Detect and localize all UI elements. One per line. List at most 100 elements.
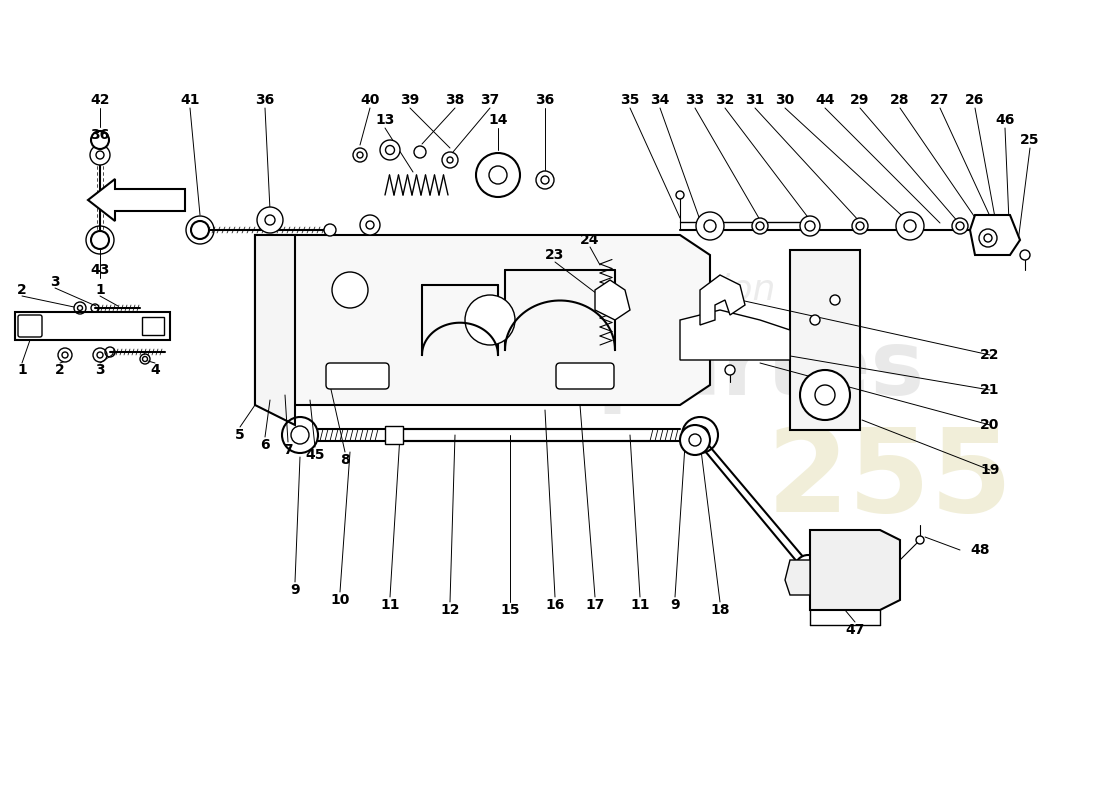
Text: 45: 45	[306, 448, 324, 462]
Text: 44: 44	[815, 93, 835, 107]
Circle shape	[800, 216, 820, 236]
Circle shape	[822, 567, 848, 593]
Text: 46: 46	[996, 113, 1014, 127]
Circle shape	[756, 222, 764, 230]
Circle shape	[541, 176, 549, 184]
Circle shape	[725, 365, 735, 375]
Circle shape	[476, 153, 520, 197]
Circle shape	[815, 385, 835, 405]
Polygon shape	[790, 250, 860, 430]
Circle shape	[795, 560, 805, 570]
Circle shape	[91, 131, 109, 149]
Text: 42: 42	[90, 93, 110, 107]
Text: 2: 2	[18, 283, 26, 297]
Text: 34: 34	[650, 93, 670, 107]
Text: 9: 9	[670, 598, 680, 612]
Text: 32: 32	[715, 93, 735, 107]
Text: 33: 33	[685, 93, 705, 107]
Text: 22: 22	[980, 348, 1000, 362]
Text: 1: 1	[18, 363, 26, 377]
Text: 28: 28	[890, 93, 910, 107]
Text: 36: 36	[536, 93, 554, 107]
Text: 12: 12	[440, 603, 460, 617]
Text: 29: 29	[850, 93, 870, 107]
Text: 31: 31	[746, 93, 764, 107]
Text: 1: 1	[95, 283, 104, 297]
Text: 11: 11	[630, 598, 650, 612]
Circle shape	[696, 212, 724, 240]
Text: 37: 37	[481, 93, 499, 107]
Text: 5: 5	[235, 428, 245, 442]
Polygon shape	[595, 280, 630, 320]
Circle shape	[896, 212, 924, 240]
FancyBboxPatch shape	[556, 363, 614, 389]
Polygon shape	[785, 560, 810, 595]
Text: 39: 39	[400, 93, 419, 107]
Text: 16: 16	[546, 598, 564, 612]
Text: 47: 47	[845, 623, 865, 637]
Circle shape	[984, 234, 992, 242]
Text: 10: 10	[330, 593, 350, 607]
Circle shape	[676, 191, 684, 199]
Circle shape	[353, 148, 367, 162]
Polygon shape	[255, 235, 710, 405]
Text: 8: 8	[340, 453, 350, 467]
Polygon shape	[810, 530, 900, 610]
Text: 24: 24	[581, 233, 600, 247]
Text: 9: 9	[290, 583, 300, 597]
Circle shape	[680, 425, 710, 455]
Text: 17: 17	[585, 598, 605, 612]
Polygon shape	[88, 179, 185, 221]
Text: 27: 27	[931, 93, 949, 107]
Circle shape	[793, 578, 807, 592]
Text: 43: 43	[90, 263, 110, 277]
Circle shape	[62, 352, 68, 358]
Circle shape	[324, 224, 336, 236]
Circle shape	[358, 152, 363, 158]
Circle shape	[856, 222, 864, 230]
Polygon shape	[700, 275, 745, 325]
Circle shape	[952, 218, 968, 234]
Text: 30: 30	[776, 93, 794, 107]
Circle shape	[830, 295, 840, 305]
Circle shape	[852, 218, 868, 234]
Text: 14: 14	[488, 113, 508, 127]
Text: 35: 35	[620, 93, 640, 107]
Text: 11: 11	[381, 598, 399, 612]
Text: 7: 7	[283, 443, 293, 457]
Text: partes: partes	[596, 326, 924, 414]
Text: 21: 21	[980, 383, 1000, 397]
Circle shape	[442, 152, 458, 168]
Circle shape	[490, 166, 507, 184]
Text: 26: 26	[966, 93, 984, 107]
Circle shape	[77, 306, 82, 310]
Circle shape	[916, 536, 924, 544]
Text: 4: 4	[150, 363, 160, 377]
Circle shape	[856, 546, 870, 560]
Circle shape	[704, 220, 716, 232]
Circle shape	[854, 571, 872, 589]
Text: 3: 3	[96, 363, 104, 377]
Circle shape	[536, 171, 554, 189]
Text: 18: 18	[711, 603, 729, 617]
Text: 48: 48	[970, 543, 990, 557]
Text: 40: 40	[361, 93, 379, 107]
Text: 25: 25	[1021, 133, 1040, 147]
Text: 41: 41	[180, 93, 200, 107]
Circle shape	[826, 544, 844, 562]
Circle shape	[96, 151, 104, 159]
Circle shape	[689, 434, 701, 446]
Text: 36: 36	[255, 93, 275, 107]
Circle shape	[979, 229, 997, 247]
Circle shape	[414, 146, 426, 158]
Circle shape	[91, 231, 109, 249]
Circle shape	[795, 555, 821, 581]
Circle shape	[143, 357, 147, 362]
Text: 23: 23	[546, 248, 564, 262]
Circle shape	[360, 215, 379, 235]
Circle shape	[800, 370, 850, 420]
Text: 6: 6	[261, 438, 270, 452]
Polygon shape	[970, 215, 1020, 255]
Circle shape	[191, 221, 209, 239]
Circle shape	[447, 157, 453, 163]
